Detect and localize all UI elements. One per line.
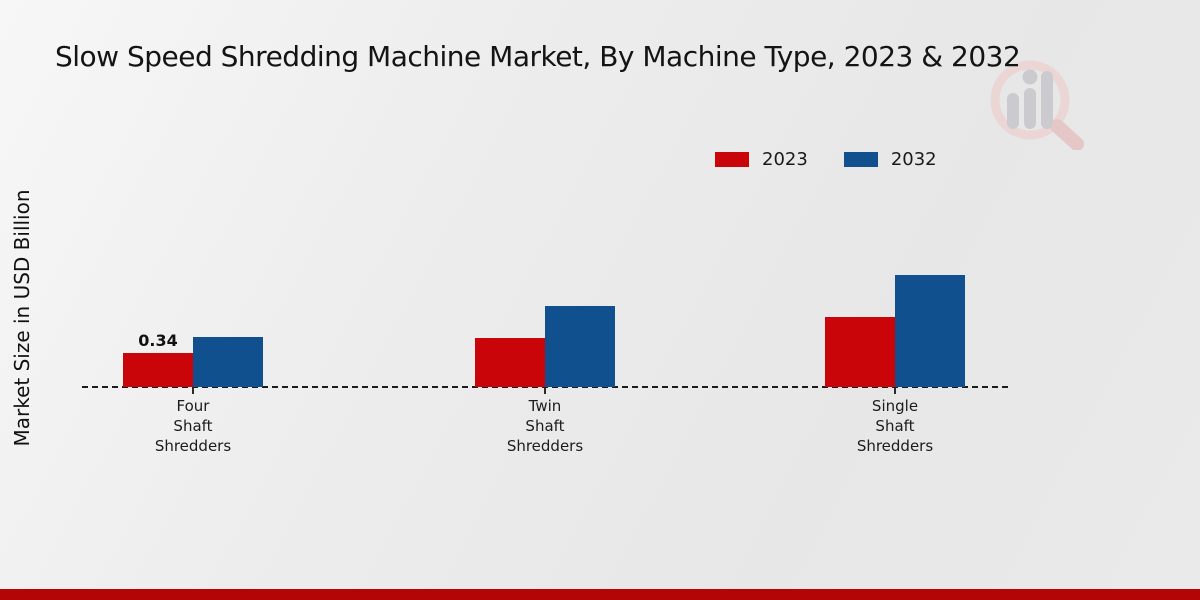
- x-axis-tick: [894, 388, 896, 394]
- legend-label-2032: 2032: [890, 149, 937, 170]
- bar-2023-single-shaft-shredders: [825, 317, 895, 387]
- legend-item-2023: 2023: [715, 149, 808, 170]
- x-axis-tick: [544, 388, 546, 394]
- bar-2032-four-shaft-shredders: [193, 337, 263, 387]
- bar-2023-four-shaft-shredders: [123, 353, 193, 387]
- category-label-four-shaft-shredders: Four Shaft Shredders: [154, 397, 232, 455]
- bar-value-label: 0.34: [138, 331, 178, 350]
- category-label-single-shaft-shredders: Single Shaft Shredders: [856, 397, 934, 455]
- legend-label-2023: 2023: [762, 149, 808, 170]
- legend: 2023 2032: [715, 149, 937, 170]
- y-axis-label: Market Size in USD Billion: [10, 189, 34, 447]
- chart-title: Slow Speed Shredding Machine Market, By …: [55, 40, 1021, 73]
- legend-item-2032: 2032: [843, 149, 937, 170]
- x-axis-tick: [192, 388, 194, 394]
- legend-swatch-2032: [843, 152, 878, 167]
- category-label-twin-shaft-shredders: Twin Shaft Shredders: [506, 397, 584, 455]
- bar-2023-twin-shaft-shredders: [475, 338, 545, 387]
- legend-swatch-2023: [715, 152, 749, 167]
- footer-accent-bar: [0, 589, 1200, 600]
- bar-2032-twin-shaft-shredders: [545, 306, 615, 387]
- magnifier-bar-chart-logo-icon: [990, 60, 1084, 150]
- bar-2032-single-shaft-shredders: [895, 275, 965, 387]
- x-axis-baseline: [82, 386, 1008, 388]
